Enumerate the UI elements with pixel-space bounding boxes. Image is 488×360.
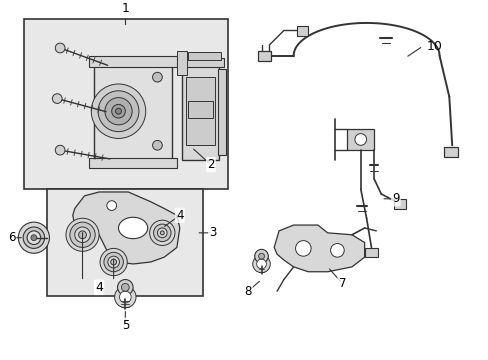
Circle shape xyxy=(117,279,133,295)
Circle shape xyxy=(160,231,164,235)
Circle shape xyxy=(23,227,44,248)
Circle shape xyxy=(152,140,162,150)
Circle shape xyxy=(114,286,136,308)
Circle shape xyxy=(98,91,139,132)
Circle shape xyxy=(31,235,37,240)
Circle shape xyxy=(104,252,123,272)
Text: 3: 3 xyxy=(209,226,216,239)
Circle shape xyxy=(52,94,62,103)
Circle shape xyxy=(66,218,99,251)
Bar xyxy=(364,248,378,257)
Circle shape xyxy=(295,240,310,256)
Circle shape xyxy=(254,249,268,263)
Circle shape xyxy=(106,201,116,211)
Text: 9: 9 xyxy=(391,192,399,205)
Circle shape xyxy=(27,231,41,244)
Circle shape xyxy=(111,104,125,118)
Circle shape xyxy=(258,253,264,259)
Bar xyxy=(89,56,177,67)
Circle shape xyxy=(119,291,131,303)
Bar xyxy=(94,63,172,160)
Circle shape xyxy=(252,255,270,273)
Circle shape xyxy=(256,259,266,269)
Text: 7: 7 xyxy=(338,277,346,290)
Polygon shape xyxy=(274,225,364,272)
Text: 10: 10 xyxy=(426,40,442,53)
Bar xyxy=(182,63,218,160)
Circle shape xyxy=(354,134,366,145)
Circle shape xyxy=(115,108,121,114)
Bar xyxy=(296,26,307,36)
Circle shape xyxy=(55,145,65,155)
Bar xyxy=(89,158,177,168)
Text: 1: 1 xyxy=(121,2,129,15)
Circle shape xyxy=(105,98,132,125)
Circle shape xyxy=(157,228,167,238)
Bar xyxy=(184,58,223,67)
Circle shape xyxy=(100,248,127,276)
Text: 4: 4 xyxy=(95,281,103,294)
Circle shape xyxy=(79,231,86,239)
Circle shape xyxy=(330,243,344,257)
Text: 5: 5 xyxy=(122,319,129,332)
Text: 2: 2 xyxy=(207,158,214,171)
Bar xyxy=(217,69,225,155)
Bar xyxy=(177,51,186,75)
Polygon shape xyxy=(73,192,180,264)
Circle shape xyxy=(70,222,95,247)
Circle shape xyxy=(153,224,171,242)
Circle shape xyxy=(55,43,65,53)
Circle shape xyxy=(152,72,162,82)
Bar xyxy=(47,189,203,296)
Bar xyxy=(185,77,214,145)
Text: 4: 4 xyxy=(176,209,183,222)
Text: 6: 6 xyxy=(8,231,15,244)
Circle shape xyxy=(91,84,145,139)
Circle shape xyxy=(121,283,129,291)
Bar xyxy=(187,100,212,118)
Circle shape xyxy=(110,259,116,265)
Circle shape xyxy=(75,227,90,243)
Text: 8: 8 xyxy=(244,285,251,298)
Bar xyxy=(346,129,374,150)
Circle shape xyxy=(149,220,175,246)
Ellipse shape xyxy=(118,217,147,239)
Circle shape xyxy=(107,256,119,268)
Bar xyxy=(393,199,405,208)
Bar xyxy=(257,51,271,60)
Bar xyxy=(24,19,228,189)
Circle shape xyxy=(18,222,49,253)
Bar xyxy=(187,52,220,60)
Bar xyxy=(444,147,457,157)
